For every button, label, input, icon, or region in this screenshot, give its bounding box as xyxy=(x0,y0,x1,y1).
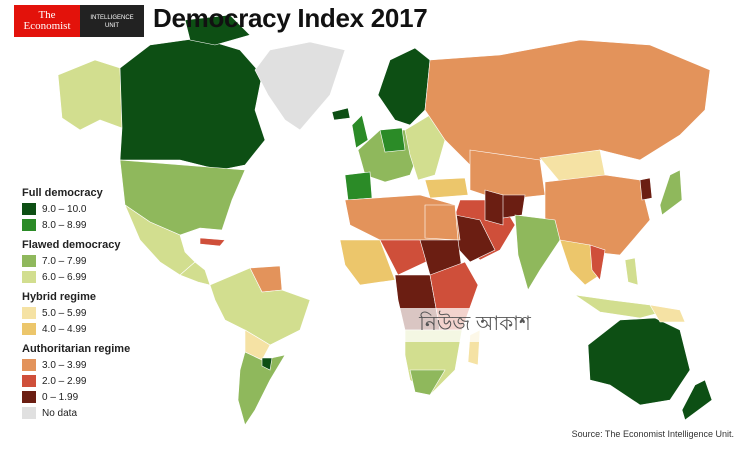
region-central-america xyxy=(179,261,211,286)
legend-swatch xyxy=(22,255,36,267)
region-iceland xyxy=(331,107,351,121)
legend-range: 7.0 – 7.99 xyxy=(42,255,87,267)
logo-text: Economist xyxy=(23,20,71,32)
legend-item: 6.0 – 6.99 xyxy=(22,269,130,285)
region-southeast-asia xyxy=(559,239,601,286)
region-cuba xyxy=(199,237,226,247)
legend-range: 9.0 – 10.0 xyxy=(42,203,87,215)
region-canada-islands xyxy=(184,14,251,46)
legend-range: 3.0 – 3.99 xyxy=(42,359,87,371)
legend-swatch xyxy=(22,359,36,371)
logo-text: INTELLIGENCE xyxy=(90,15,134,21)
region-south-africa xyxy=(409,369,446,396)
region-scandinavia xyxy=(377,47,431,126)
legend-range: 8.0 – 8.99 xyxy=(42,219,87,231)
legend-swatch xyxy=(22,323,36,335)
legend-group-heading: Authoritarian regime xyxy=(22,343,131,355)
legend-range: 0 – 1.99 xyxy=(42,391,79,403)
region-alaska xyxy=(57,59,123,131)
legend-item: 4.0 – 4.99 xyxy=(22,321,130,337)
region-philippines xyxy=(624,257,639,286)
region-japan xyxy=(659,169,683,216)
legend-item: 8.0 – 8.99 xyxy=(22,217,130,233)
legend-range: 5.0 – 5.99 xyxy=(42,307,87,319)
legend-item: 0 – 1.99 xyxy=(22,389,130,405)
page-title: Democracy Index 2017 xyxy=(153,3,428,33)
region-south-america-south xyxy=(237,351,286,426)
logo-economist: The Economist xyxy=(14,5,80,37)
region-egypt xyxy=(424,204,459,241)
logo-intelligence-unit: INTELLIGENCE UNIT xyxy=(80,5,144,37)
region-afghanistan xyxy=(499,194,526,219)
region-iran xyxy=(484,189,504,226)
legend-item: 9.0 – 10.0 xyxy=(22,201,130,217)
region-new-zealand xyxy=(681,379,713,421)
legend-item: 5.0 – 5.99 xyxy=(22,305,130,321)
region-papua xyxy=(649,304,686,323)
legend-group-heading: Full democracy xyxy=(22,187,103,199)
region-korea-north xyxy=(639,177,653,201)
legend-range: 6.0 – 6.99 xyxy=(42,271,87,283)
legend-swatch xyxy=(22,407,36,419)
legend-swatch xyxy=(22,219,36,231)
source-note: Source: The Economist Intelligence Unit. xyxy=(571,429,734,439)
region-uk xyxy=(351,114,369,149)
legend-range: 4.0 – 4.99 xyxy=(42,323,87,335)
logo-text: UNIT xyxy=(105,23,119,29)
legend-group-heading: Hybrid regime xyxy=(22,291,96,303)
economist-logo: The Economist INTELLIGENCE UNIT xyxy=(14,5,144,37)
legend: Full democracy 9.0 – 10.0 8.0 – 8.99 Flawed… xyxy=(22,187,130,421)
legend-swatch xyxy=(22,307,36,319)
region-turkey xyxy=(424,177,469,199)
logo-text: The xyxy=(38,9,56,21)
region-india xyxy=(514,214,561,291)
watermark: নিউজ আকাশ xyxy=(400,308,550,342)
region-australia xyxy=(587,317,691,406)
legend-range: 2.0 – 2.99 xyxy=(42,375,87,387)
legend-range: No data xyxy=(42,407,78,419)
region-iberia xyxy=(344,171,373,201)
region-west-africa xyxy=(339,239,396,286)
legend-swatch xyxy=(22,271,36,283)
legend-item: 2.0 – 2.99 xyxy=(22,373,130,389)
legend-item: 7.0 – 7.99 xyxy=(22,253,130,269)
legend-swatch xyxy=(22,391,36,403)
legend-swatch xyxy=(22,203,36,215)
legend-swatch xyxy=(22,375,36,387)
legend-item-no-data: No data xyxy=(22,405,130,421)
legend-item: 3.0 – 3.99 xyxy=(22,357,130,373)
region-vietnam xyxy=(589,244,606,281)
region-canada xyxy=(119,37,266,171)
legend-group-heading: Flawed democracy xyxy=(22,239,121,251)
region-uruguay xyxy=(261,357,273,371)
region-greenland xyxy=(254,41,346,131)
region-south-america-north xyxy=(209,267,311,346)
region-germany xyxy=(379,127,406,153)
